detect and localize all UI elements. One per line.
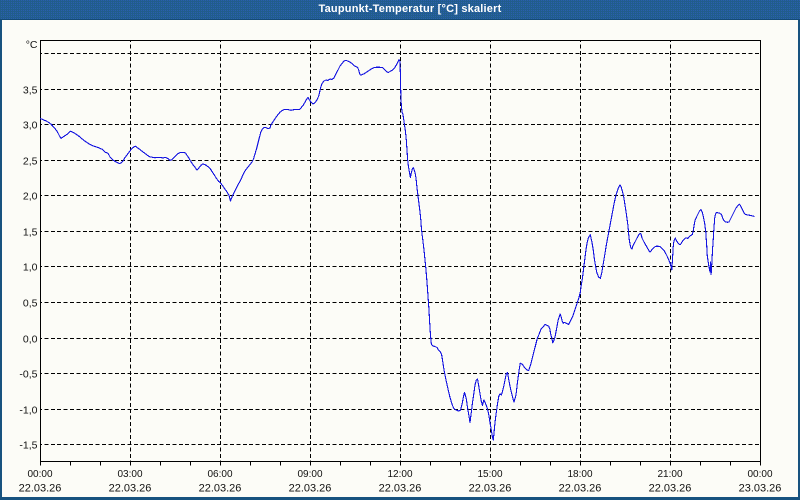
svg-text:2,5: 2,5 xyxy=(23,155,38,167)
svg-text:15:00: 15:00 xyxy=(477,469,502,480)
svg-text:3,5: 3,5 xyxy=(23,84,38,96)
svg-text:22.03.26: 22.03.26 xyxy=(469,483,512,495)
svg-text:-1,0: -1,0 xyxy=(19,404,37,416)
svg-text:23.03.26: 23.03.26 xyxy=(739,483,782,495)
svg-text:22.03.26: 22.03.26 xyxy=(19,483,62,495)
svg-text:2,0: 2,0 xyxy=(23,190,38,202)
svg-text:22.03.26: 22.03.26 xyxy=(559,483,602,495)
svg-text:09:00: 09:00 xyxy=(297,469,322,480)
svg-text:3,0: 3,0 xyxy=(23,119,38,131)
svg-text:06:00: 06:00 xyxy=(207,469,232,480)
svg-text:22.03.26: 22.03.26 xyxy=(109,483,152,495)
svg-text:22.03.26: 22.03.26 xyxy=(649,483,692,495)
svg-text:0,0: 0,0 xyxy=(23,333,38,345)
svg-text:12:00: 12:00 xyxy=(387,469,412,480)
svg-text:03:00: 03:00 xyxy=(117,469,142,480)
svg-text:0,5: 0,5 xyxy=(23,297,38,309)
svg-text:-1,5: -1,5 xyxy=(19,439,37,451)
svg-text:00:00: 00:00 xyxy=(747,469,772,480)
svg-text:1,5: 1,5 xyxy=(23,226,38,238)
svg-text:1,0: 1,0 xyxy=(23,261,38,273)
svg-text:22.03.26: 22.03.26 xyxy=(379,483,422,495)
svg-text:-0,5: -0,5 xyxy=(19,368,37,380)
svg-text:00:00: 00:00 xyxy=(27,469,52,480)
svg-text:22.03.26: 22.03.26 xyxy=(199,483,242,495)
svg-text:°C: °C xyxy=(26,39,38,51)
svg-text:18:00: 18:00 xyxy=(567,469,592,480)
svg-text:22.03.26: 22.03.26 xyxy=(289,483,332,495)
svg-text:21:00: 21:00 xyxy=(657,469,682,480)
